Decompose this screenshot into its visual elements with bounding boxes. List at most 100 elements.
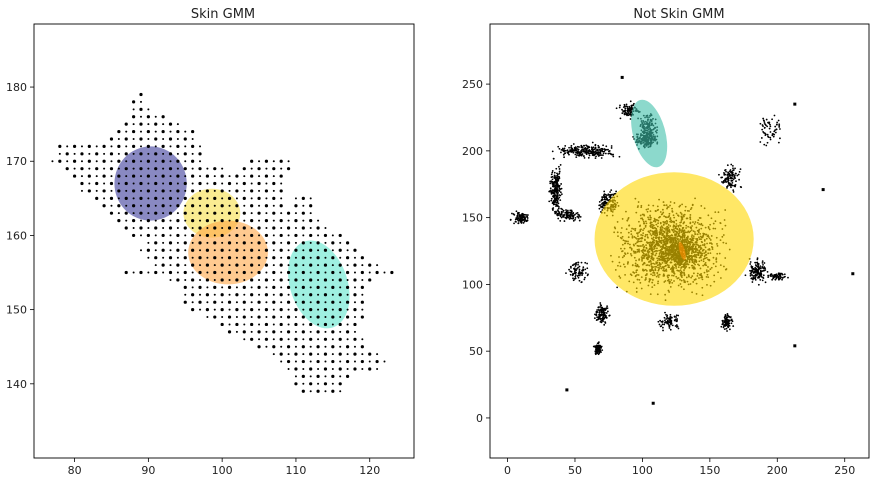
non-skin-sample-point — [768, 121, 771, 124]
non-skin-sample-point — [629, 100, 632, 103]
skin-sample-point — [258, 323, 261, 326]
non-skin-sample-point — [563, 147, 566, 150]
non-skin-sample-point — [603, 150, 606, 153]
non-skin-sample-point — [563, 156, 565, 159]
non-skin-sample-point — [578, 268, 581, 271]
skin-sample-point — [286, 315, 291, 319]
non-skin-sample-point — [608, 196, 611, 198]
non-skin-sample-point — [726, 325, 729, 328]
non-skin-sample-point — [574, 271, 577, 274]
skin-sample-point — [139, 130, 142, 133]
skin-sample-point — [161, 204, 165, 208]
skin-sample-point — [139, 196, 143, 200]
skin-sample-point — [213, 181, 217, 186]
skin-sample-point — [339, 375, 342, 378]
non-skin-sample-point — [565, 272, 567, 275]
skin-sample-point — [139, 181, 143, 186]
skin-sample-point — [191, 212, 194, 215]
skin-sample-point — [161, 159, 165, 163]
skin-sample-point — [184, 293, 187, 296]
skin-sample-point — [205, 233, 209, 238]
skin-sample-point — [368, 367, 372, 371]
skin-sample-point — [286, 330, 291, 334]
non-skin-sample-point — [586, 262, 589, 265]
skin-sample-point — [324, 241, 327, 244]
non-skin-sample-point — [765, 144, 768, 147]
non-skin-sample-point — [673, 315, 676, 318]
skin-sample-point — [146, 218, 150, 223]
skin-sample-point — [257, 211, 261, 215]
skin-sample-point — [345, 315, 350, 319]
skin-sample-point — [139, 92, 143, 97]
skin-sample-point — [294, 382, 298, 386]
non-skin-sample-point — [594, 143, 597, 146]
non-skin-sample-point — [726, 314, 729, 317]
non-skin-sample-point — [676, 319, 678, 322]
skin-sample-point — [139, 219, 142, 222]
non-skin-sample-point — [560, 193, 563, 196]
skin-sample-point — [294, 337, 298, 341]
skin-sample-point — [95, 196, 99, 200]
skin-sample-point — [228, 175, 231, 178]
skin-sample-point — [302, 278, 305, 281]
skin-sample-point — [242, 315, 246, 319]
non-skin-sample-point — [749, 274, 752, 277]
skin-sample-point — [80, 152, 84, 156]
skin-sample-point — [169, 145, 172, 148]
skin-sample-point — [272, 285, 276, 289]
non-skin-sample-point — [598, 207, 601, 210]
x-tick-label: 0 — [504, 464, 511, 477]
skin-sample-point — [339, 390, 342, 393]
skin-sample-point — [117, 129, 121, 134]
skin-sample-point — [243, 189, 246, 192]
skin-sample-point — [301, 315, 305, 319]
non-skin-sample-point — [735, 172, 737, 175]
skin-sample-point — [272, 293, 275, 296]
non-skin-sample-point — [675, 326, 678, 328]
skin-sample-point — [279, 322, 283, 327]
non-skin-sample-point — [723, 328, 726, 331]
skin-sample-point — [191, 137, 194, 140]
skin-sample-point — [51, 160, 54, 163]
non-skin-sample-point — [564, 145, 567, 147]
skin-sample-point — [301, 345, 305, 349]
non-skin-sample-point — [549, 187, 552, 190]
skin-sample-point — [294, 227, 297, 230]
non-skin-outlier-point — [565, 388, 569, 392]
skin-sample-point — [162, 152, 165, 155]
skin-sample-point — [345, 359, 350, 364]
non-skin-sample-point — [726, 312, 729, 315]
non-skin-sample-point — [571, 213, 573, 215]
skin-sample-point — [198, 167, 202, 171]
non-skin-sample-point — [599, 308, 602, 311]
skin-sample-point — [235, 248, 239, 252]
skin-sample-point — [80, 175, 83, 178]
non-skin-sample-point — [756, 263, 759, 265]
skin-sample-point — [206, 241, 209, 244]
non-skin-sample-point — [628, 113, 631, 116]
skin-sample-point — [235, 278, 239, 282]
non-skin-sample-point — [759, 278, 762, 281]
non-skin-sample-point — [633, 102, 635, 105]
skin-sample-point — [206, 197, 209, 200]
non-skin-sample-point — [558, 171, 561, 173]
skin-sample-point — [176, 218, 180, 223]
non-skin-sample-point — [600, 147, 603, 150]
non-skin-sample-point — [600, 154, 603, 157]
non-skin-sample-point — [607, 148, 609, 151]
non-skin-sample-point — [574, 277, 577, 280]
skin-sample-point — [243, 175, 246, 178]
non-skin-sample-point — [565, 209, 567, 211]
skin-sample-point — [331, 241, 335, 245]
non-skin-sample-point — [572, 143, 575, 145]
skin-sample-point — [147, 152, 150, 155]
skin-sample-point — [309, 330, 312, 333]
skin-sample-point — [168, 152, 173, 156]
skin-sample-point — [162, 227, 165, 230]
skin-sample-point — [183, 181, 187, 186]
non-skin-outlier-point — [620, 75, 624, 79]
non-skin-sample-point — [732, 325, 735, 327]
skin-sample-point — [184, 145, 187, 148]
non-skin-sample-point — [731, 174, 734, 177]
